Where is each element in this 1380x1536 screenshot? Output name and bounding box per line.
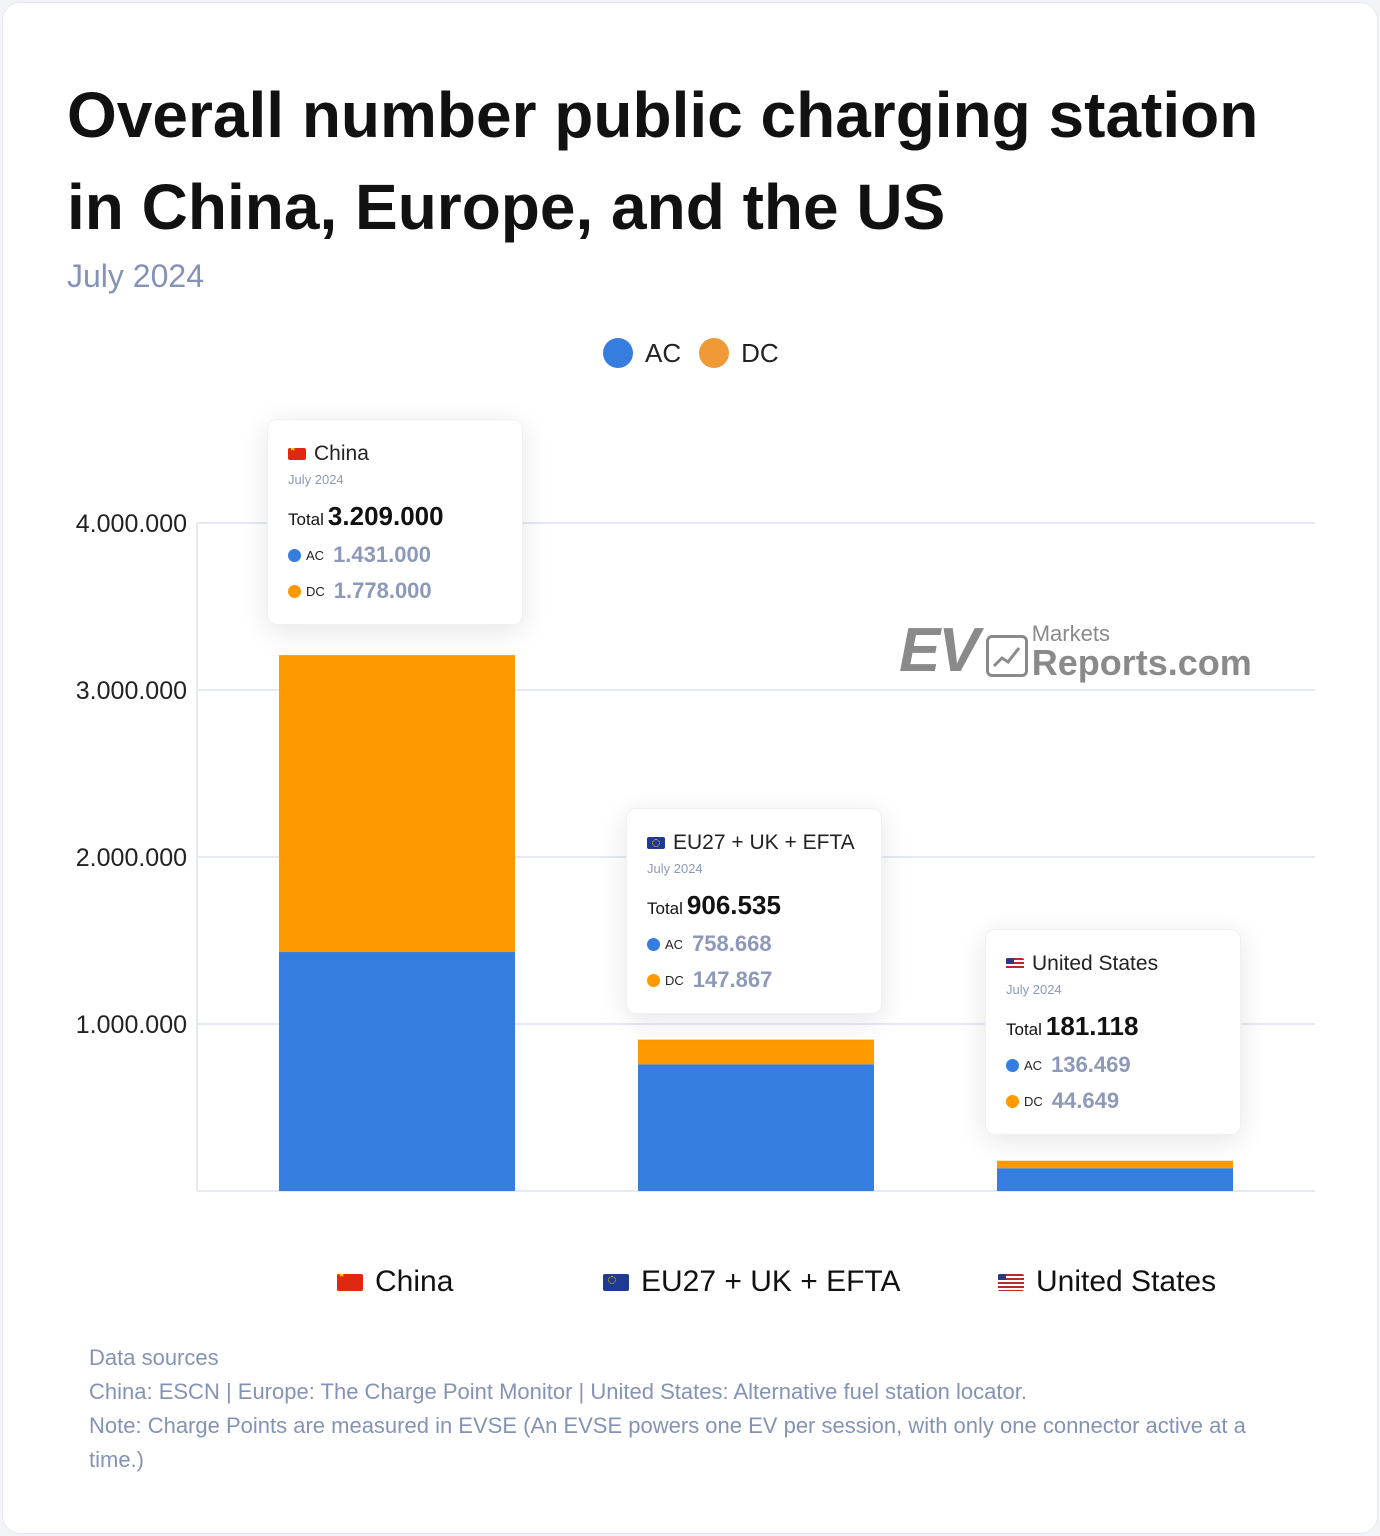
x-category-label: United States [1036, 1265, 1217, 1298]
tooltip-date: July 2024 [288, 472, 344, 487]
legend-ac-swatch [603, 338, 633, 368]
tooltip-dc-label: DC [306, 583, 325, 599]
x-category-europe: EU27 + UK + EFTA [603, 1265, 901, 1299]
eu-flag-icon [603, 1273, 629, 1291]
chart-title: Overall number public charging station i… [67, 79, 1259, 243]
y-tick-label: 4.000.000 [76, 510, 187, 538]
sources-line: China: ESCN | Europe: The Charge Point M… [89, 1379, 1027, 1404]
tooltip-ac-label: AC [665, 936, 684, 952]
legend-dc-swatch [699, 338, 730, 368]
us-flag-icon [1006, 958, 1024, 970]
tooltip-dc-label: DC [1024, 1093, 1043, 1109]
watermark-logo: EV Markets Reports.com [899, 616, 1252, 685]
sources-note: Note: Charge Points are measured in EVSE… [89, 1413, 1246, 1472]
bar-ac-2 [638, 1064, 874, 1191]
watermark-ev: EV [899, 616, 980, 685]
tooltip-total-label: Total [1006, 1020, 1042, 1039]
tooltip-us: United States July 2024 Total 181.118 AC 1… [985, 929, 1241, 1135]
tooltip-total-label: Total [288, 510, 324, 529]
y-tick-label: 3.000.000 [76, 677, 187, 705]
tooltip-date: July 2024 [1006, 982, 1062, 997]
us-flag-icon [998, 1273, 1024, 1291]
chart-subtitle: July 2024 [67, 258, 204, 294]
x-category-us: United States [998, 1265, 1216, 1299]
tooltip-total-value: 3.209.000 [327, 501, 444, 531]
dc-dot-icon [647, 973, 660, 987]
tooltip-title: United States [1032, 952, 1159, 975]
legend-dc-label: DC [741, 337, 779, 368]
watermark-reports: Reports.com [1031, 642, 1252, 683]
tooltip-title: EU27 + UK + EFTA [673, 831, 855, 854]
tooltip-dc-label: DC [665, 972, 684, 988]
line-chart-icon [985, 635, 1028, 677]
tooltip-europe: EU27 + UK + EFTA July 2024 Total 906.535 … [626, 808, 882, 1014]
dc-dot-icon [288, 584, 301, 598]
tooltip-dc-value: 147.867 [692, 967, 773, 992]
legend-item-ac[interactable]: AC [603, 338, 681, 369]
legend-item-dc[interactable]: DC [699, 338, 779, 369]
x-category-label: EU27 + UK + EFTA [641, 1265, 901, 1298]
tooltip-dc-value: 44.649 [1051, 1088, 1120, 1113]
x-category-china: China [337, 1265, 453, 1299]
eu-flag-icon [647, 837, 665, 849]
bar-plot: 1.000.000 2.000.000 3.000.000 4.000.000 [76, 510, 1315, 1192]
tooltip-dc-value: 1.778.000 [333, 578, 432, 603]
tooltip-total-value: 181.118 [1045, 1011, 1139, 1041]
watermark-markets: Markets [1031, 621, 1110, 646]
tooltip-ac-label: AC [1024, 1057, 1043, 1073]
dc-dot-icon [1006, 1094, 1019, 1108]
bar-dc-3 [997, 1160, 1233, 1169]
legend: AC DC [603, 335, 779, 371]
y-tick-label: 2.000.000 [76, 844, 187, 872]
tooltip-total-value: 906.535 [686, 890, 781, 920]
tooltip-ac-label: AC [306, 547, 325, 563]
data-sources: Data sources China: ESCN | Europe: The C… [89, 1341, 1279, 1477]
y-tick-label: 1.000.000 [76, 1011, 187, 1039]
bar-dc-1 [279, 655, 515, 953]
bar-ac-3 [997, 1168, 1233, 1191]
x-category-label: China [375, 1265, 454, 1298]
ac-dot-icon [288, 548, 301, 562]
tooltip-ac-value: 136.469 [1051, 1052, 1131, 1077]
legend-ac-label: AC [645, 337, 682, 368]
tooltip-date: July 2024 [647, 861, 703, 876]
tooltip-title: China [314, 442, 369, 465]
china-flag-icon [337, 1273, 363, 1291]
sources-heading: Data sources [89, 1345, 219, 1370]
tooltip-ac-value: 758.668 [692, 931, 772, 956]
tooltip-total-label: Total [647, 899, 683, 918]
bar-dc-2 [638, 1039, 874, 1065]
tooltip-ac-value: 1.431.000 [333, 542, 431, 567]
china-flag-icon [288, 448, 306, 460]
ac-dot-icon [647, 937, 660, 951]
bar-ac-1 [279, 952, 515, 1191]
ac-dot-icon [1006, 1058, 1019, 1072]
watermark-words: Markets Reports.com [1032, 623, 1252, 681]
